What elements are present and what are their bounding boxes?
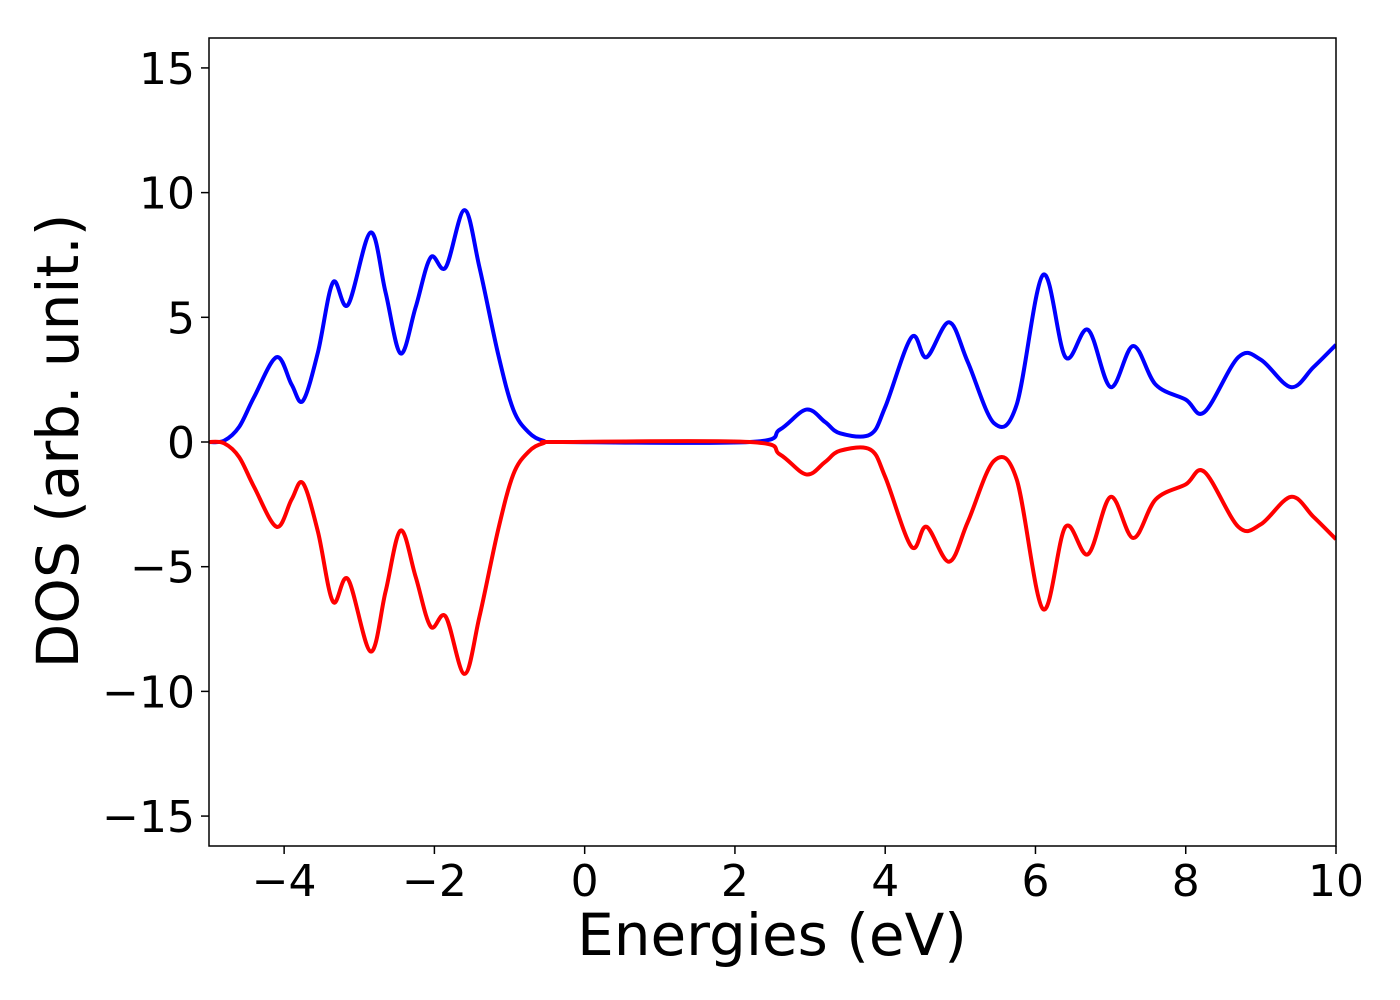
x-axis-label: Energies (eV): [577, 901, 967, 969]
x-tick-label: 4: [871, 856, 899, 907]
x-tick-label: 8: [1172, 856, 1200, 907]
y-tick-label: −10: [102, 667, 195, 718]
x-tick-label: 2: [721, 856, 749, 907]
x-tick-label: 10: [1308, 856, 1364, 907]
x-tick-label: 0: [571, 856, 599, 907]
y-tick-label: 10: [139, 169, 195, 220]
plot-frame: [208, 37, 1337, 847]
y-axis-label: DOS (arb. unit.): [24, 214, 92, 669]
y-tick-label: 0: [167, 418, 195, 469]
y-tick-label: −15: [102, 792, 195, 843]
y-tick-label: 15: [139, 44, 195, 95]
x-tick-label: 6: [1021, 856, 1049, 907]
dos-line: [209, 208, 1336, 445]
x-tick-label: −4: [252, 856, 317, 907]
y-tick-label: −5: [130, 543, 195, 594]
dos-line: [209, 439, 1336, 676]
y-tick-label: 5: [167, 293, 195, 344]
x-tick-label: −2: [402, 856, 467, 907]
